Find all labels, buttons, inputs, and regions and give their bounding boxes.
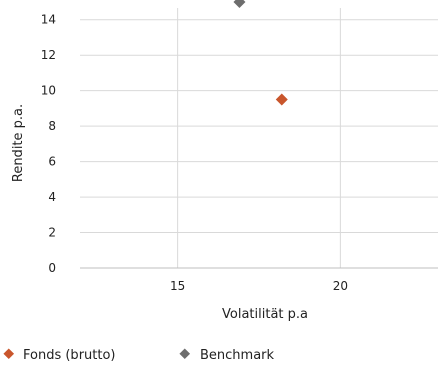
y-axis-title: Rendite p.a. bbox=[11, 104, 26, 182]
y-tick-label: 6 bbox=[48, 155, 56, 169]
point-benchmark bbox=[233, 0, 246, 8]
legend-label-benchmark: Benchmark bbox=[200, 348, 275, 363]
y-tick-label: 14 bbox=[41, 13, 56, 27]
data-points bbox=[233, 0, 288, 106]
legend-marker-benchmark bbox=[179, 348, 191, 360]
tick-labels: 0 2 4 6 8 10 12 14 15 20 bbox=[41, 13, 348, 293]
y-tick-label: 12 bbox=[41, 48, 56, 62]
y-tick-label: 0 bbox=[48, 261, 56, 275]
point-fonds bbox=[275, 93, 288, 106]
legend-marker-fonds bbox=[3, 348, 15, 360]
legend: Fonds (brutto) Benchmark bbox=[3, 348, 275, 363]
legend-label-fonds: Fonds (brutto) bbox=[23, 348, 116, 363]
y-tick-label: 8 bbox=[48, 119, 56, 133]
x-tick-label: 15 bbox=[170, 279, 185, 293]
x-axis-title: Volatilität p.a bbox=[222, 307, 308, 322]
grid bbox=[80, 8, 438, 268]
y-tick-label: 2 bbox=[48, 226, 56, 240]
y-tick-label: 4 bbox=[48, 190, 56, 204]
x-tick-label: 20 bbox=[333, 279, 348, 293]
y-tick-label: 10 bbox=[41, 84, 56, 98]
